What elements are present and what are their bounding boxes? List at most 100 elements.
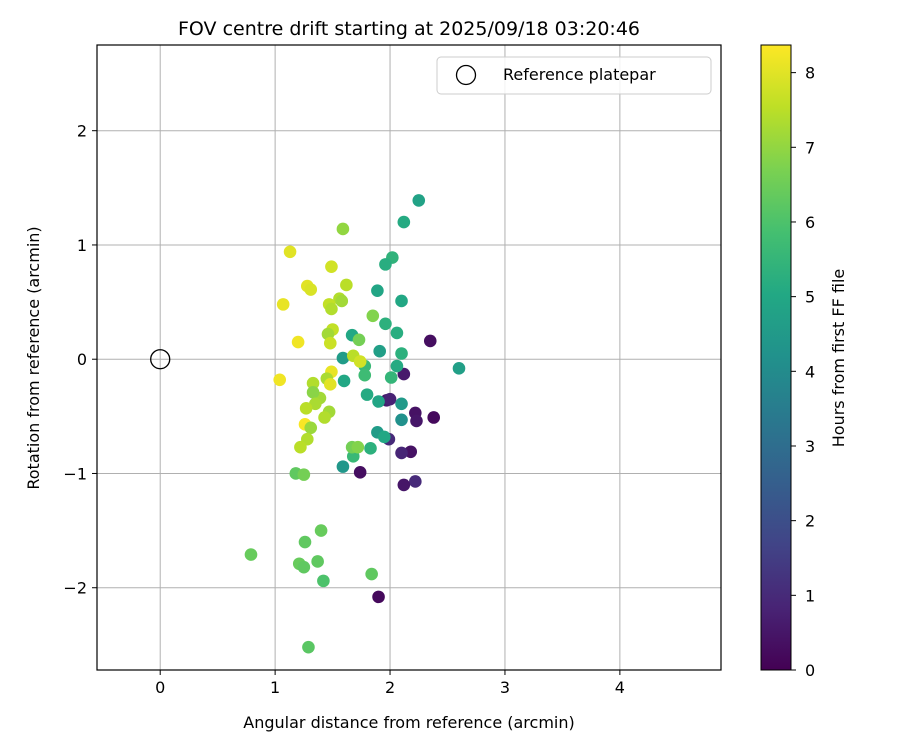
data-point (294, 440, 307, 454)
data-point (336, 222, 350, 236)
y-tick-label: −2 (63, 579, 87, 598)
reference-platepar-marker (150, 349, 171, 370)
data-point (373, 344, 386, 358)
data-point (304, 283, 318, 296)
data-point (336, 351, 350, 365)
data-point (353, 355, 367, 368)
data-point (395, 347, 408, 360)
data-point (318, 411, 331, 424)
y-tick-label: 0 (77, 350, 87, 369)
data-point (353, 466, 367, 479)
colorbar-tick-label: 4 (805, 362, 815, 381)
data-point (317, 574, 330, 588)
data-point (395, 413, 408, 427)
colorbar-label: Hours from first FF file (829, 269, 848, 448)
x-tick-label: 3 (500, 678, 510, 697)
data-point (412, 194, 426, 207)
data-point (291, 335, 305, 349)
x-axis-ticks: 0 1 2 3 4 (155, 670, 625, 697)
data-point (423, 334, 437, 348)
colorbar-tick-label: 5 (805, 288, 815, 307)
data-point (364, 442, 377, 455)
data-point (365, 567, 378, 581)
data-point (336, 460, 350, 473)
colorbar-tick-label: 0 (805, 661, 815, 680)
data-point (306, 386, 320, 399)
colorbar-gradient (760, 44, 792, 671)
scatter-points (244, 194, 466, 654)
data-point (325, 302, 338, 316)
legend-reference-marker (455, 64, 477, 86)
data-point (297, 560, 311, 574)
y-tick-label: 1 (77, 236, 87, 255)
data-point (372, 590, 385, 604)
colorbar-tick-label: 8 (805, 64, 815, 83)
data-point (397, 478, 411, 492)
colorbar-tick-label: 2 (805, 512, 815, 531)
data-point (314, 524, 328, 537)
data-point (383, 392, 397, 406)
data-point (311, 555, 324, 568)
y-tick-label: −1 (63, 464, 87, 483)
data-point (337, 374, 351, 388)
data-point (427, 411, 441, 424)
data-point (306, 376, 320, 390)
data-point (366, 309, 380, 323)
data-point (283, 245, 297, 259)
data-point (397, 215, 411, 229)
grid (97, 45, 721, 670)
data-point (390, 326, 404, 340)
x-axis-label: Angular distance from reference (arcmin) (243, 713, 574, 732)
legend: Reference platepar (436, 56, 712, 95)
data-point (276, 298, 290, 311)
y-tick-label: 2 (77, 122, 87, 141)
data-point (372, 395, 385, 408)
colorbar-tick-label: 3 (805, 437, 815, 456)
data-point (379, 258, 392, 271)
data-point (395, 446, 408, 460)
data-point (340, 278, 353, 292)
x-tick-label: 0 (155, 678, 165, 697)
data-point (299, 402, 313, 415)
x-tick-label: 1 (270, 678, 280, 697)
data-point (395, 397, 408, 411)
data-point (360, 388, 374, 401)
colorbar-tick-label: 7 (805, 138, 815, 157)
data-point (323, 336, 337, 350)
data-point (304, 421, 318, 435)
colorbar: 0 1 2 3 4 5 6 7 8 Hours from first FF file (760, 44, 848, 680)
y-axis-ticks: −2 −1 0 1 2 (63, 122, 97, 598)
data-point (244, 548, 258, 561)
plot-frame (96, 44, 722, 671)
x-tick-label: 2 (385, 678, 395, 697)
x-tick-label: 4 (615, 678, 625, 697)
data-point (273, 373, 287, 387)
data-point (377, 430, 391, 444)
data-point (395, 294, 408, 308)
data-point (352, 333, 366, 347)
data-point (302, 640, 315, 654)
data-point (351, 440, 365, 454)
data-point (325, 260, 338, 273)
data-point (410, 414, 423, 428)
data-point (390, 359, 404, 373)
data-point (323, 378, 337, 391)
data-point (404, 445, 418, 459)
data-point (298, 535, 312, 549)
data-point (452, 362, 466, 375)
data-point (384, 371, 398, 384)
data-point (297, 468, 311, 481)
data-point (358, 368, 372, 382)
legend-box (436, 56, 712, 95)
data-point (335, 294, 349, 308)
chart-title: FOV centre drift starting at 2025/09/18 … (178, 18, 640, 40)
data-point (371, 284, 384, 297)
data-point (379, 317, 392, 331)
colorbar-tick-label: 1 (805, 586, 815, 605)
colorbar-tick-label: 6 (805, 213, 815, 232)
y-axis-label: Rotation from reference (arcmin) (24, 226, 43, 489)
legend-label-reference: Reference platepar (503, 65, 656, 84)
colorbar-ticks: 0 1 2 3 4 5 6 7 8 (791, 64, 815, 680)
data-point (409, 475, 422, 488)
